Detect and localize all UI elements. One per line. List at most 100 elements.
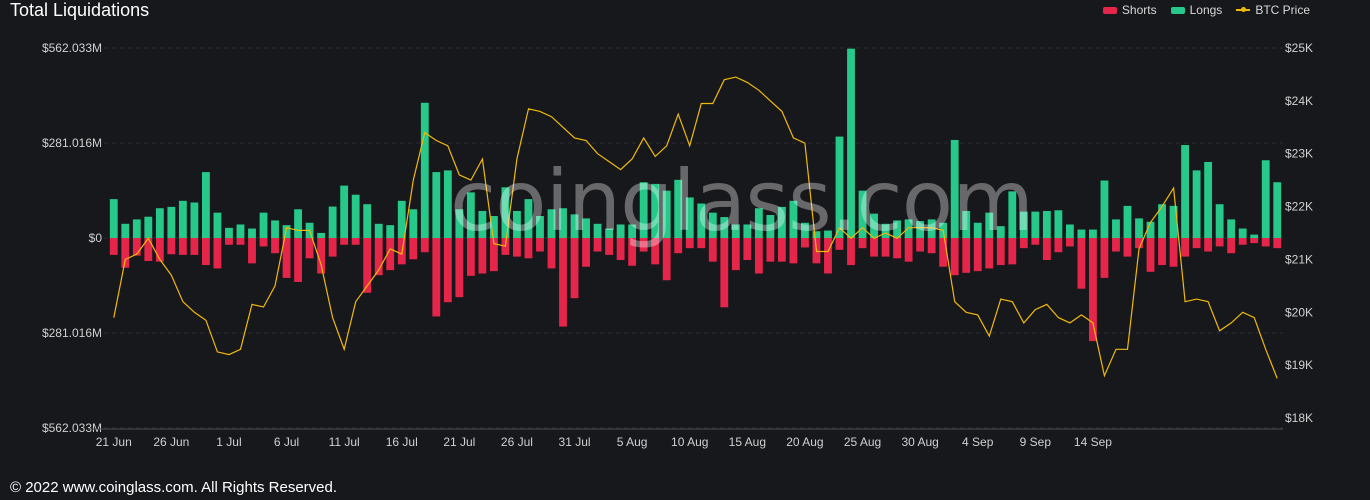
longs-bar: [777, 206, 786, 238]
longs-bar: [420, 102, 429, 238]
shorts-bar: [766, 238, 775, 262]
shorts-bar: [916, 238, 925, 252]
longs-bar: [386, 225, 395, 238]
longs-bar: [1065, 224, 1074, 238]
legend-swatch-btc-price: [1236, 7, 1251, 12]
x-axis-tick-label: 26 Jul: [501, 435, 533, 449]
longs-bar: [328, 206, 337, 238]
longs-bar: [144, 216, 153, 238]
longs-bar: [593, 223, 602, 238]
shorts-bar: [870, 238, 878, 257]
x-axis-tick-label: 6 Jul: [274, 435, 299, 449]
chart-title: Total Liquidations: [10, 0, 150, 20]
longs-bar: [893, 220, 902, 238]
longs-bar: [109, 199, 118, 238]
shorts-bar: [317, 238, 326, 274]
longs-bar: [443, 170, 452, 238]
longs-bar: [1123, 205, 1132, 238]
x-axis-tick-label: 16 Jul: [386, 435, 418, 449]
shorts-bar: [985, 238, 994, 269]
longs-bar: [996, 226, 1005, 238]
left-axis-tick-label: $562.033M: [42, 41, 102, 55]
longs-bar: [754, 208, 763, 238]
shorts-bar: [893, 238, 902, 259]
shorts-bar: [847, 238, 855, 266]
shorts-bar: [178, 238, 187, 255]
longs-bar: [121, 223, 130, 238]
liquidations-chart: $562.033M $281.016M $0 $281.016M $562.033M $…: [42, 41, 1313, 449]
left-axis: $562.033M $281.016M $0 $281.016M $562.033M: [42, 41, 102, 435]
shorts-bar: [1238, 238, 1247, 245]
longs-bar: [950, 139, 959, 238]
longs-bar: [248, 228, 256, 238]
left-axis-tick-label: $562.033M: [42, 421, 102, 435]
longs-bar: [708, 212, 717, 238]
shorts-bar: [639, 238, 648, 252]
shorts-bar: [950, 238, 959, 276]
longs-bar: [409, 209, 418, 238]
longs-bar: [605, 228, 614, 238]
longs-bar: [1008, 191, 1017, 238]
shorts-bar: [547, 238, 556, 269]
longs-bar: [1181, 145, 1189, 238]
right-axis: $25K $24K $23K $22K $21K $20K $19K $18K: [1285, 41, 1313, 425]
shorts-bar: [824, 238, 832, 274]
longs-bar: [720, 217, 729, 238]
shorts-bar: [651, 238, 660, 265]
footer-copyright: © 2022 www.coinglass.com. All Rights Res…: [10, 479, 338, 496]
longs-bar: [317, 232, 326, 238]
shorts-bar: [363, 238, 372, 293]
longs-bar: [1238, 228, 1247, 238]
longs-bar: [847, 48, 855, 238]
shorts-bar: [835, 238, 844, 250]
longs-bar: [1077, 229, 1086, 238]
shorts-bar: [294, 238, 302, 282]
x-axis-tick-label: 20 Aug: [786, 435, 823, 449]
longs-bar: [559, 208, 567, 238]
shorts-bar: [1042, 238, 1051, 260]
shorts-bar: [225, 238, 233, 245]
x-axis-tick-label: 1 Jul: [216, 435, 241, 449]
legend-item-longs[interactable]: Longs: [1170, 3, 1222, 17]
shorts-bar: [1054, 238, 1063, 253]
longs-bar: [1146, 221, 1155, 238]
longs-bar: [801, 222, 809, 238]
shorts-bar: [674, 238, 683, 254]
longs-bar: [1042, 210, 1051, 238]
longs-bar: [1250, 234, 1259, 238]
longs-bar: [351, 194, 360, 238]
shorts-bar: [121, 238, 130, 268]
shorts-bar: [328, 238, 337, 257]
longs-bar: [789, 200, 798, 238]
shorts-bar: [536, 238, 544, 252]
shorts-bar: [1181, 238, 1189, 257]
shorts-bar: [927, 238, 936, 254]
shorts-bar: [1261, 238, 1270, 247]
longs-bar: [536, 216, 544, 238]
longs-bar: [282, 225, 291, 238]
shorts-bar: [570, 238, 579, 299]
shorts-bar: [582, 238, 590, 267]
longs-bar: [824, 230, 832, 238]
shorts-bar: [305, 238, 314, 259]
shorts-bar: [524, 238, 533, 259]
legend-swatch-shorts: [1102, 6, 1117, 14]
x-axis-tick-label: 31 Jul: [559, 435, 591, 449]
shorts-bar: [144, 238, 153, 261]
shorts-bar: [743, 238, 752, 260]
longs-bar: [904, 219, 913, 238]
x-axis-tick-label: 5 Aug: [617, 435, 648, 449]
shorts-bar: [466, 238, 475, 276]
longs-bar: [651, 183, 660, 238]
x-axis-tick-label: 9 Sep: [1020, 435, 1052, 449]
longs-bar: [259, 212, 268, 238]
longs-bar: [685, 197, 694, 238]
longs-bar: [397, 200, 406, 238]
longs-bar: [731, 224, 740, 238]
longs-bar: [294, 209, 302, 238]
shorts-bar: [236, 238, 245, 245]
longs-bar: [202, 172, 210, 238]
legend-item-btc-price[interactable]: BTC Price: [1236, 3, 1310, 17]
longs-bar: [1261, 160, 1270, 238]
legend-item-shorts[interactable]: Shorts: [1102, 3, 1157, 17]
